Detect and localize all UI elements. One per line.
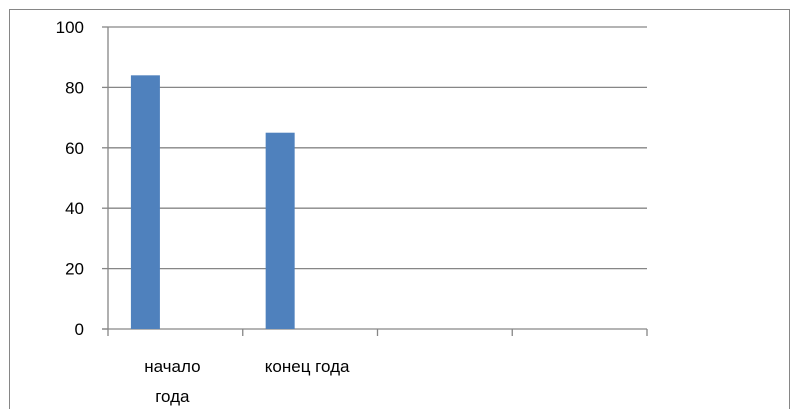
x-category-label: конец года [265,357,350,376]
y-tick-label: 0 [75,320,84,339]
axis-labels: 0 20 40 60 80 100 начало года конец года [56,18,350,406]
bars [130,75,295,329]
bar [130,75,160,329]
x-category-label: начало [144,357,200,376]
y-tick-label: 40 [65,199,84,218]
y-tick-label: 60 [65,139,84,158]
gridlines [108,26,647,270]
y-tick-label: 80 [65,78,84,97]
y-tick-label: 20 [65,260,84,279]
bar [265,132,295,329]
axes [102,26,648,336]
y-tick-label: 100 [56,18,84,37]
x-category-label: года [155,387,190,406]
